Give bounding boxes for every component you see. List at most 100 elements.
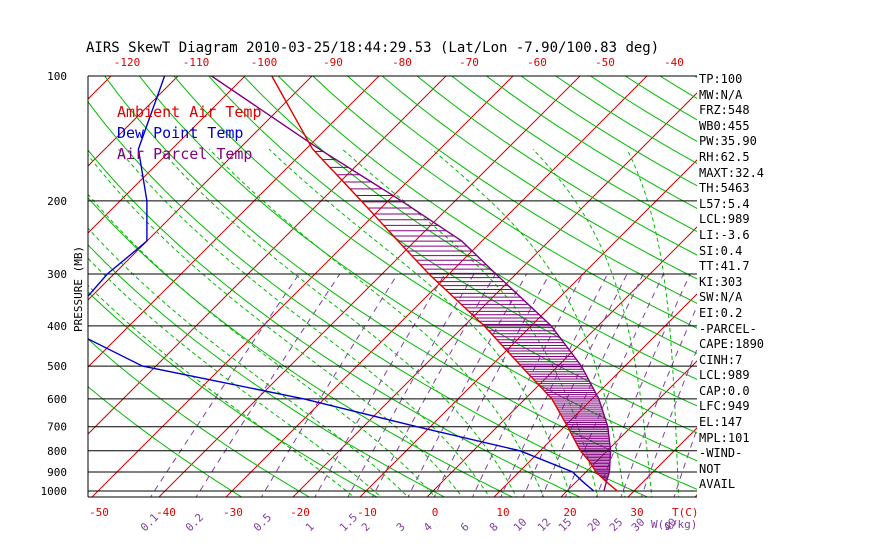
bottom-temp-tick-label: -20 xyxy=(290,506,310,519)
dry-adiabat-line xyxy=(693,76,697,78)
index-item: LCL:989 xyxy=(699,212,750,227)
dry-adiabat-line xyxy=(88,197,514,497)
pressure-tick-label: 100 xyxy=(47,70,67,83)
pressure-tick-label: 400 xyxy=(47,320,67,333)
pressure-tick-label: 900 xyxy=(47,466,67,479)
mixing-ratio-label: 8 xyxy=(487,520,501,534)
isotherm-line xyxy=(359,159,697,497)
moist-adiabat-line xyxy=(159,148,518,497)
mixing-ratio-label: 3 xyxy=(394,520,408,534)
mixing-ratio-line xyxy=(371,273,496,497)
pressure-tick-label: 300 xyxy=(47,268,67,281)
index-item: CINH:7 xyxy=(699,352,743,367)
sounding-curves xyxy=(88,76,618,492)
bottom-temp-tick-label: 10 xyxy=(496,506,509,519)
stability-indices: TP:100 MW:N/A FRZ:548 WB0:455 PW:35.90 RH:62.… xyxy=(699,72,764,493)
index-item: KI:303 xyxy=(699,274,743,289)
top-temp-tick-label: -110 xyxy=(183,56,210,69)
bottom-temp-tick-label: -40 xyxy=(156,506,176,519)
mixing-ratio-label: 6 xyxy=(458,520,472,534)
dry-adiabat-line xyxy=(242,76,697,380)
index-item: CAPE:1890 xyxy=(699,337,765,352)
isotherm-line xyxy=(426,226,697,497)
index-item: -PARCEL- xyxy=(699,321,757,336)
index-item: RH:62.5 xyxy=(699,149,750,164)
top-temp-tick-label: -120 xyxy=(114,56,141,69)
dry-adiabat-line xyxy=(88,338,311,497)
index-item: SW:N/A xyxy=(699,290,743,305)
dry-adiabat-line xyxy=(208,76,697,407)
index-item: TT:41.7 xyxy=(699,259,750,274)
legend-parcel: Air Parcel Temp xyxy=(117,145,252,163)
mixing-ratio-line xyxy=(673,427,697,497)
top-temp-tick-label: -40 xyxy=(664,56,684,69)
dry-adiabat-line xyxy=(381,76,697,280)
dry-adiabat-line xyxy=(416,76,697,256)
bottom-temp-tick-label: -50 xyxy=(89,506,109,519)
mixing-ratio-label: 4 xyxy=(421,520,435,534)
dry-adiabat-line xyxy=(138,76,697,462)
dry-adiabat-line xyxy=(88,291,378,497)
index-item: EI:0.2 xyxy=(699,305,743,320)
index-item: PW:35.90 xyxy=(699,134,757,149)
mixing-ratio-line xyxy=(541,273,644,497)
dew-point-series xyxy=(88,76,595,492)
mixing-ratio-line xyxy=(564,273,664,497)
bottom-temp-tick-label: 30 xyxy=(630,506,643,519)
mixing-ratio-line xyxy=(407,273,528,497)
dry-adiabat-line xyxy=(88,244,446,497)
cape-hatching xyxy=(314,150,611,481)
bottom-temp-tick-label: 20 xyxy=(563,506,576,519)
mixing-ratio-label: 25 xyxy=(607,516,626,535)
mixing-ratio-label: 0.5 xyxy=(251,511,274,534)
index-item: MW:N/A xyxy=(699,87,743,102)
background-grid xyxy=(88,57,870,500)
pressure-tick-label: 600 xyxy=(47,393,67,406)
pressure-tick-label: 800 xyxy=(47,445,67,458)
mixing-ratio-line xyxy=(195,273,341,497)
pressure-tick-label: 1000 xyxy=(41,485,68,498)
index-item: TH:5463 xyxy=(699,181,750,196)
pressure-tick-label: 700 xyxy=(47,421,67,434)
top-temp-tick-label: -100 xyxy=(251,56,278,69)
ambient-temp-series xyxy=(271,76,618,492)
top-temp-tick-label: -90 xyxy=(323,56,343,69)
top-temp-tick-label: -70 xyxy=(459,56,479,69)
parcel-temp-series xyxy=(211,76,612,492)
index-item: TP:100 xyxy=(699,72,743,86)
mixing-ratio-label: 1 xyxy=(303,520,317,534)
y-axis-label: PRESSURE (MB) xyxy=(72,246,85,332)
moist-adiabat-line xyxy=(626,148,680,497)
mixing-ratio-label: 12 xyxy=(535,516,554,535)
index-item: EL:147 xyxy=(699,415,743,430)
bottom-temp-tick-label: 0 xyxy=(432,506,439,519)
isotherm-line xyxy=(88,76,246,234)
mixing-ratio-line xyxy=(150,273,300,497)
mixing-ratio-line xyxy=(433,273,550,497)
mixing-ratio-line xyxy=(314,273,446,497)
dry-adiabat-line xyxy=(88,386,243,497)
index-item: AVAIL xyxy=(699,477,736,492)
isotherm-line xyxy=(91,76,514,497)
index-item: MPL:101 xyxy=(699,430,750,445)
dry-adiabat-line xyxy=(173,76,697,434)
dry-adiabat-line xyxy=(312,76,697,329)
index-item: LI:-3.6 xyxy=(699,227,750,242)
bottom-axis-unit: T(C) xyxy=(672,506,699,519)
chart-title: AIRS SkewT Diagram 2010-03-25/18:44:29.5… xyxy=(86,40,659,56)
mixing-ratio-label: 20 xyxy=(585,516,604,535)
legend: Ambient Air Temp Dew Point Temp Air Parc… xyxy=(117,103,262,163)
top-temp-tick-label: -50 xyxy=(595,56,615,69)
index-item: L57:5.4 xyxy=(699,196,750,211)
legend-dewpoint: Dew Point Temp xyxy=(117,124,243,142)
isotherm-line xyxy=(560,360,697,497)
dry-adiabat-line xyxy=(88,100,649,497)
isotherm-line xyxy=(493,293,697,497)
isotherm-line xyxy=(759,57,870,500)
index-item: NOT xyxy=(699,461,721,476)
moist-adiabat-line xyxy=(88,154,463,497)
isotherm-line xyxy=(158,76,581,497)
dry-adiabat-line xyxy=(346,76,697,304)
isotherm-line xyxy=(292,92,697,497)
index-item: CAP:0.0 xyxy=(699,383,750,398)
